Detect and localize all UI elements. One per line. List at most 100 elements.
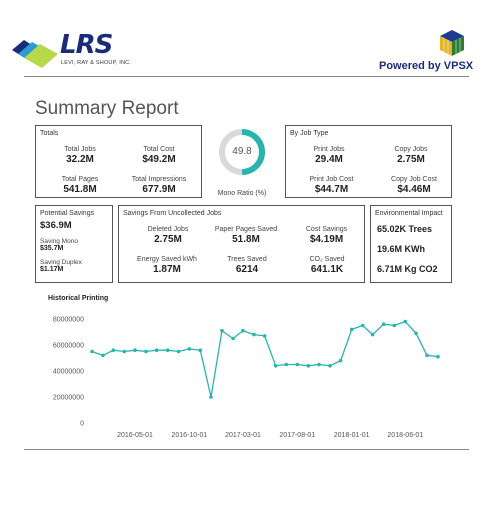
potential-savings-value: $36.9M: [40, 220, 72, 231]
x-tick-label: 2018-01-01: [334, 432, 370, 439]
energy-saved-value: 1.87M: [153, 264, 181, 275]
env-kwh-value: 19.6M KWh: [377, 244, 426, 254]
print-jobs-value: 29.4M: [315, 154, 343, 165]
total-impressions-value: 677.9M: [142, 184, 176, 195]
paper-pages-metric: Paper Pages Saved 51.8M: [214, 226, 278, 245]
saving-mono-metric: Saving Mono $35.7M: [40, 238, 78, 252]
total-pages-metric: Total Pages 541.8M: [60, 176, 100, 195]
trees-saved-metric: Trees Saved 6214: [222, 256, 272, 275]
data-point[interactable]: [273, 364, 278, 368]
total-cost-metric: Total Cost $49.2M: [134, 146, 184, 165]
deleted-jobs-metric: Deleted Jobs 2.75M: [143, 226, 193, 245]
x-tick-label: 2018-06-01: [387, 432, 423, 439]
lrs-logo-mark-icon: [12, 40, 58, 68]
copy-job-cost-label: Copy Job Cost: [391, 176, 437, 183]
data-point[interactable]: [328, 364, 332, 368]
data-point[interactable]: [241, 328, 245, 333]
data-point[interactable]: [144, 349, 148, 354]
data-point[interactable]: [306, 364, 311, 368]
data-point[interactable]: [425, 353, 429, 358]
potential-savings-metric: $36.9M: [40, 220, 72, 231]
total-jobs-metric: Total Jobs 32.2M: [60, 146, 100, 165]
data-point[interactable]: [360, 323, 365, 328]
paper-pages-value: 51.8M: [232, 234, 260, 245]
data-point[interactable]: [370, 332, 375, 337]
by-job-type-title: By Job Type: [290, 130, 329, 137]
data-point[interactable]: [295, 362, 300, 367]
data-point[interactable]: [414, 331, 418, 336]
data-point[interactable]: [111, 348, 116, 352]
paper-pages-label: Paper Pages Saved: [214, 226, 278, 233]
data-point[interactable]: [165, 348, 170, 352]
vpsx-cube-icon: [440, 30, 464, 56]
potential-savings-title: Potential Savings: [40, 210, 95, 217]
env-co2-value: 6.71M Kg CO2: [377, 264, 438, 274]
totals-title: Totals: [40, 130, 59, 137]
x-tick-label: 2016-05-01: [117, 432, 153, 439]
data-point[interactable]: [381, 322, 386, 326]
trees-saved-value: 6214: [235, 264, 259, 275]
data-point[interactable]: [231, 336, 235, 341]
co2-saved-label: CO₂ Saved: [309, 256, 345, 263]
historical-printing-chart: 0 20000000 40000000 60000000 80000000 2016-05…: [53, 317, 440, 439]
data-point[interactable]: [252, 332, 256, 337]
data-point[interactable]: [101, 353, 105, 358]
data-point[interactable]: [403, 319, 408, 324]
totals-card: Totals Total Jobs 32.2M Total Cost $49.2…: [35, 125, 202, 198]
historical-printing-title: Historical Printing: [48, 295, 109, 302]
data-point[interactable]: [198, 348, 203, 352]
total-pages-label: Total Pages: [61, 176, 99, 183]
powered-by-label: Powered by VPSX: [379, 60, 474, 72]
data-point[interactable]: [209, 395, 213, 399]
deleted-jobs-label: Deleted Jobs: [147, 226, 189, 233]
mono-ratio-label: Mono Ratio (%): [217, 190, 267, 197]
x-tick-label: 2017-03-01: [225, 432, 261, 439]
data-point[interactable]: [349, 327, 354, 332]
print-jobs-label: Print Jobs: [313, 146, 345, 153]
total-cost-label: Total Cost: [143, 146, 175, 153]
data-point[interactable]: [262, 334, 267, 338]
data-point[interactable]: [133, 348, 137, 352]
data-point[interactable]: [187, 347, 192, 351]
saving-duplex-label: Saving Duplex: [40, 259, 82, 266]
data-point[interactable]: [436, 354, 440, 359]
y-tick-label: 0: [80, 421, 84, 428]
copy-jobs-label: Copy Jobs: [394, 146, 428, 153]
y-tick-label: 40000000: [53, 369, 84, 376]
by-job-type-card: By Job Type Print Jobs 29.4M Copy Jobs 2…: [285, 125, 452, 198]
data-point[interactable]: [154, 348, 159, 352]
series-line: [91, 320, 439, 398]
data-point[interactable]: [220, 328, 224, 333]
lrs-logo-subtitle: LEVI, RAY & SHOUP, INC.: [61, 60, 132, 66]
copy-job-cost-metric: Copy Job Cost $4.46M: [384, 176, 444, 195]
print-job-cost-value: $44.7M: [314, 184, 349, 195]
data-point[interactable]: [90, 349, 94, 354]
total-cost-value: $49.2M: [142, 154, 176, 165]
env-trees-value: 65.02K Trees: [377, 224, 433, 234]
total-impressions-metric: Total Impressions 677.9M: [129, 176, 189, 195]
print-job-cost-label: Print Job Cost: [309, 176, 354, 183]
co2-saved-metric: CO₂ Saved 641.1K: [302, 256, 352, 275]
saving-mono-label: Saving Mono: [40, 238, 78, 245]
total-jobs-value: 32.2M: [66, 154, 94, 165]
page-title: Summary Report: [35, 98, 179, 119]
data-point[interactable]: [284, 362, 289, 367]
data-point[interactable]: [122, 349, 127, 354]
uncollected-savings-title: Savings From Uncollected Jobs: [123, 210, 222, 217]
y-tick-label: 80000000: [53, 317, 84, 324]
saving-mono-value: $35.7M: [40, 245, 64, 252]
trees-saved-label: Trees Saved: [227, 256, 267, 263]
total-impressions-label: Total Impressions: [131, 176, 187, 183]
saving-duplex-metric: Saving Duplex $1.17M: [40, 259, 82, 273]
total-jobs-label: Total Jobs: [64, 146, 96, 153]
print-job-cost-metric: Print Job Cost $44.7M: [304, 176, 359, 195]
data-point[interactable]: [176, 349, 181, 354]
donut-arc: [219, 129, 265, 175]
data-point[interactable]: [392, 323, 397, 328]
mono-ratio-value: 49.8: [232, 146, 252, 157]
x-tick-label: 2016-10-01: [171, 432, 207, 439]
mono-ratio-donut: [219, 129, 265, 175]
data-point[interactable]: [317, 362, 321, 367]
data-point[interactable]: [338, 358, 343, 363]
cost-savings-value: $4.19M: [309, 234, 344, 245]
